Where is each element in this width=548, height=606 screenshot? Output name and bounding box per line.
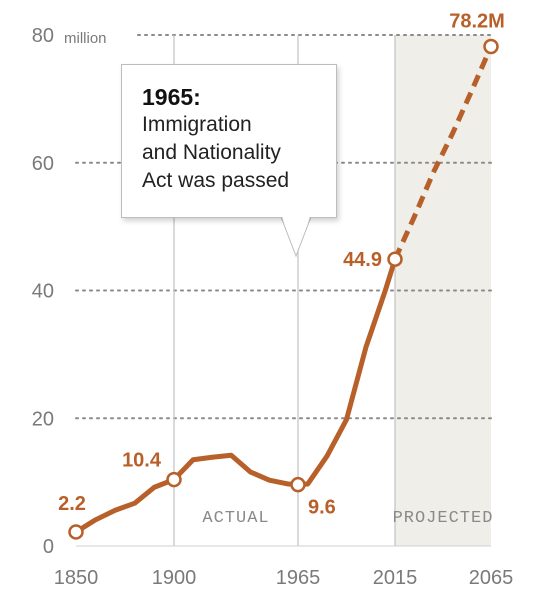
annotation-callout: 1965: Immigration and Nationality Act wa… (121, 64, 337, 218)
annotation-line-3: Act was passed (142, 169, 290, 192)
y-tick-label: 20 (32, 408, 54, 430)
region-label-projected: PROJECTED (393, 509, 494, 528)
x-axis-ticks: 1850 1900 1965 2015 2065 (54, 567, 514, 589)
actual-series-line (73, 256, 398, 535)
data-label: 9.6 (308, 497, 336, 519)
region-labels: ACTUAL PROJECTED (202, 509, 494, 528)
data-points (68, 38, 499, 540)
y-tick-label: 40 (32, 281, 54, 303)
projected-series-line (392, 45, 494, 261)
data-point (387, 251, 403, 267)
y-tick-label: 80 (32, 25, 54, 47)
series-lines (73, 45, 494, 535)
x-tick-label: 2065 (469, 567, 514, 589)
data-point (483, 38, 499, 55)
data-labels: 2.2 10.4 9.6 44.9 78.2M (58, 10, 505, 518)
y-tick-label: 0 (43, 536, 54, 558)
annotation-line-2: and Nationality (142, 141, 281, 164)
y-tick-label: 60 (32, 153, 54, 175)
y-axis-ticks: 0 20 40 60 80 (32, 25, 54, 558)
x-tick-label: 1965 (276, 567, 321, 589)
region-label-actual: ACTUAL (202, 509, 269, 528)
annotation-title: 1965: (142, 84, 201, 110)
y-unit-label: million (64, 30, 107, 47)
callout-pointer (280, 216, 312, 258)
data-point (166, 471, 182, 488)
data-point (68, 524, 84, 540)
x-tick-label: 2015 (373, 567, 418, 589)
data-label: 78.2M (449, 10, 505, 32)
x-tick-label: 1900 (152, 567, 197, 589)
annotation-line-1: Immigration (142, 113, 252, 136)
data-label: 44.9 (343, 249, 382, 271)
data-point (290, 476, 306, 493)
x-tick-label: 1850 (54, 567, 99, 589)
data-label: 2.2 (58, 493, 86, 515)
data-label: 10.4 (122, 450, 162, 472)
